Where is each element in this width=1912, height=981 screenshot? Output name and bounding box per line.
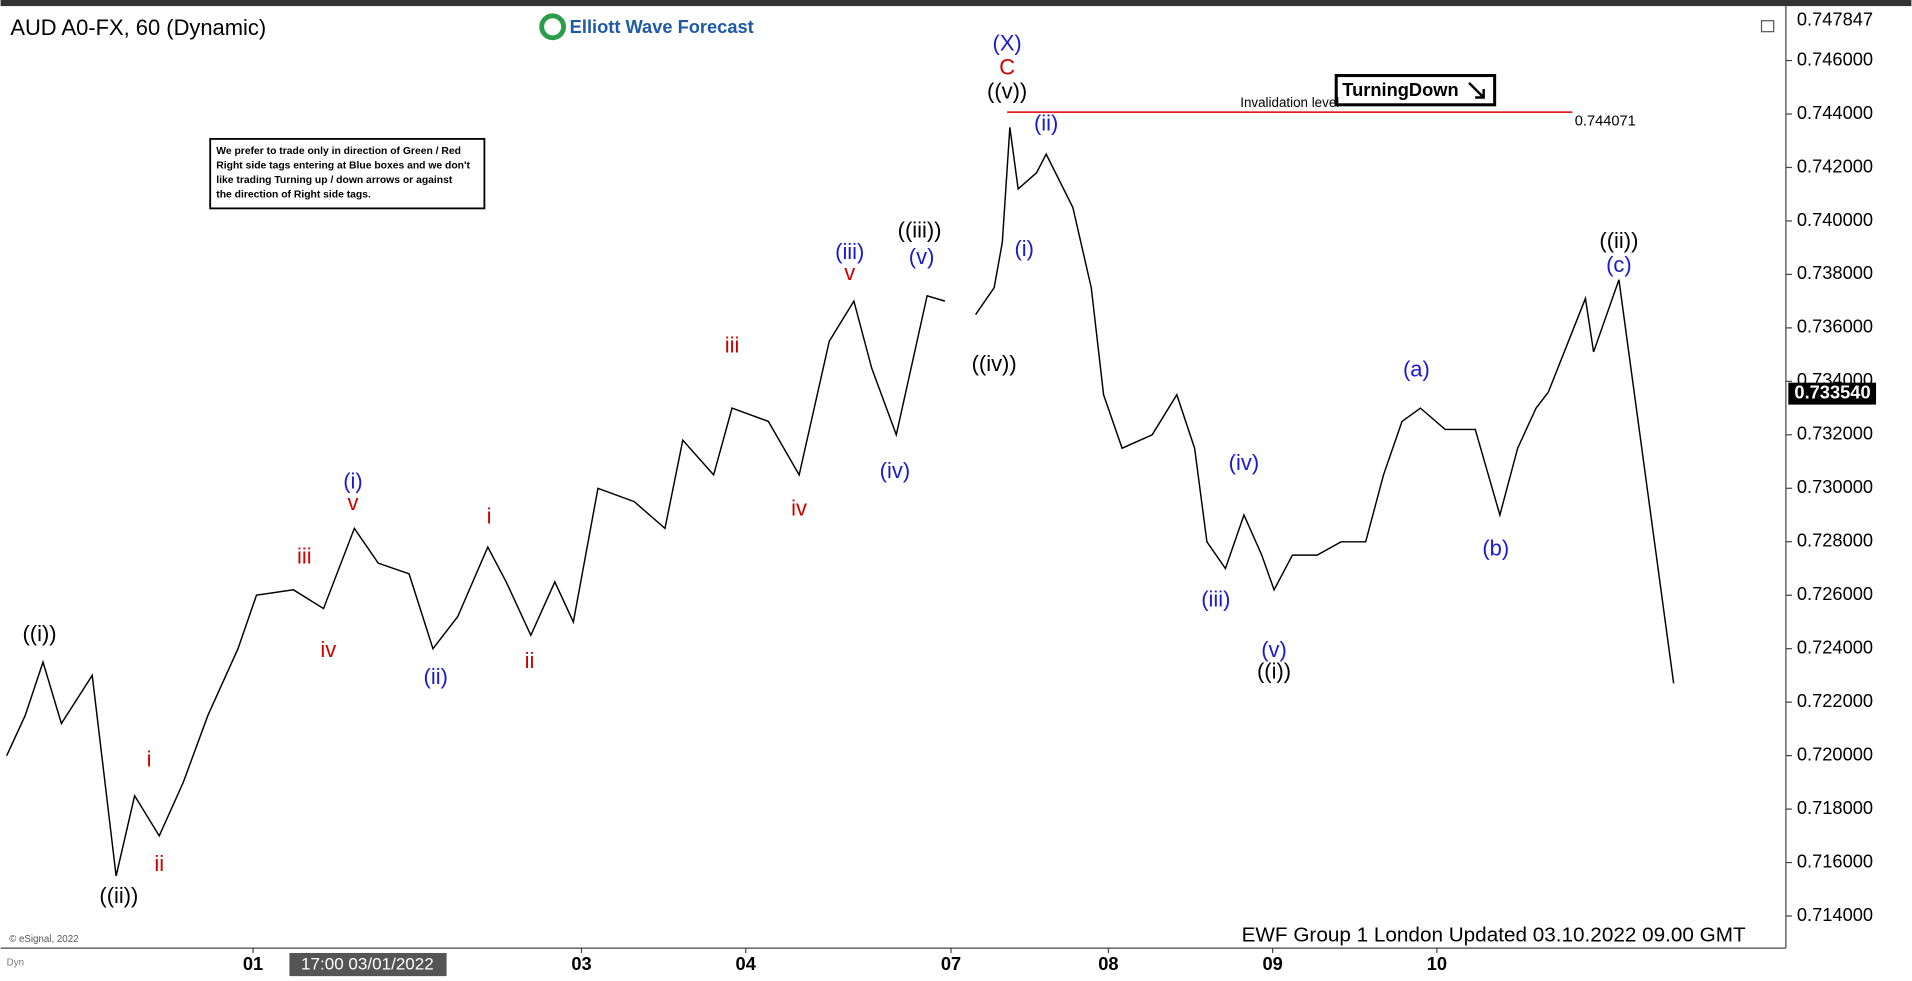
y-tick-label: 0.720000 <box>1797 743 1873 764</box>
wave-label: ((i)) <box>1257 659 1291 684</box>
top-border <box>0 0 1912 7</box>
wave-label: iv <box>791 495 807 520</box>
logo-text: Elliott Wave Forecast <box>570 16 754 37</box>
wave-label: ((v)) <box>987 78 1027 103</box>
y-tick-label: 0.730000 <box>1797 476 1873 497</box>
corner-label: Dyn <box>7 957 24 968</box>
y-tick-label: 0.746000 <box>1797 48 1873 69</box>
wave-label: (X) <box>993 30 1022 55</box>
note-line: like trading Turning up / down arrows or… <box>216 175 453 186</box>
wave-label: iv <box>320 637 336 662</box>
x-tick-label: 03 <box>571 953 591 974</box>
y-tick-label: 0.744000 <box>1797 102 1873 123</box>
wave-label: ii <box>154 851 164 876</box>
badge-arrow <box>1468 82 1485 99</box>
badge-box <box>1334 74 1497 107</box>
high-price-tag: 0.747847 <box>1797 9 1873 30</box>
price-line <box>6 127 1549 877</box>
chart-title: AUD A0-FX, 60 (Dynamic) <box>10 15 266 40</box>
wave-label: i <box>147 747 152 772</box>
wave-label: ((iv)) <box>972 351 1017 376</box>
x-tick-label: 01 <box>243 953 263 974</box>
y-tick-label: 0.716000 <box>1797 850 1873 871</box>
y-tick-label: 0.738000 <box>1797 262 1873 283</box>
badge-text: TurningDown <box>1342 79 1458 100</box>
note-line: We prefer to trade only in direction of … <box>216 146 461 157</box>
wave-label: C <box>999 54 1015 79</box>
invalidation-label: Invalidation level <box>1240 95 1339 110</box>
invalidation-value: 0.744071 <box>1575 114 1636 130</box>
y-tick-label: 0.740000 <box>1797 209 1873 230</box>
wave-label: (iii) <box>1201 586 1230 611</box>
wave-label: ((i)) <box>22 621 56 646</box>
wave-label: ii <box>525 648 535 673</box>
wave-label: (c) <box>1606 252 1632 277</box>
y-tick-label: 0.722000 <box>1797 690 1873 711</box>
note-line: the direction of Right side tags. <box>216 190 371 201</box>
wave-label: (i) <box>343 469 362 494</box>
wave-label: ((iii)) <box>898 217 942 242</box>
y-tick-label: 0.742000 <box>1797 155 1873 176</box>
wave-label: ((ii)) <box>1599 228 1638 253</box>
y-tick-label: 0.718000 <box>1797 797 1873 818</box>
x-tick-label: 08 <box>1098 953 1118 974</box>
wave-label: (a) <box>1403 356 1430 381</box>
crosshair-box <box>289 952 447 977</box>
y-tick-label: 0.714000 <box>1797 904 1873 925</box>
wave-label: (v) <box>909 244 935 269</box>
y-tick-label: 0.728000 <box>1797 530 1873 551</box>
x-tick-label: 09 <box>1262 953 1282 974</box>
x-tick-label: 10 <box>1427 953 1447 974</box>
x-tick-label: 07 <box>941 953 961 974</box>
y-tick-label: 0.726000 <box>1797 583 1873 604</box>
y-tick-label: 0.732000 <box>1797 423 1873 444</box>
copyright: © eSignal, 2022 <box>9 934 78 945</box>
wave-label: (iv) <box>880 458 910 483</box>
wave-label: v <box>844 260 855 285</box>
last-price-tag: 0.733540 <box>1794 381 1870 402</box>
projection-line <box>1547 279 1675 684</box>
wave-label: (iv) <box>1229 450 1259 475</box>
wave-label: ((ii)) <box>99 883 138 908</box>
wave-label: (i) <box>1015 236 1034 261</box>
footer: EWF Group 1 London Updated 03.10.2022 09… <box>1242 923 1746 946</box>
y-tick-label: 0.736000 <box>1797 316 1873 337</box>
logo-icon <box>539 13 567 41</box>
note-box <box>209 138 486 210</box>
y-tick-label: 0.724000 <box>1797 637 1873 658</box>
wave-label: (b) <box>1482 536 1509 561</box>
wave-label: (ii) <box>1034 111 1058 136</box>
wave-label: iii <box>725 332 740 357</box>
wave-label: (v) <box>1261 637 1287 662</box>
wave-label: v <box>347 490 358 515</box>
x-tick-label: 04 <box>736 953 757 974</box>
wave-label: (ii) <box>424 664 448 689</box>
wave-label: iii <box>297 544 312 569</box>
note-line: Right side tags entering at Blue boxes a… <box>216 160 470 171</box>
wave-label: (iii) <box>835 239 864 264</box>
wave-label: i <box>487 503 492 528</box>
window-icon <box>1760 20 1775 33</box>
last-price-box <box>1788 382 1877 405</box>
crosshair-label: 17:00 03/01/2022 <box>301 955 434 974</box>
